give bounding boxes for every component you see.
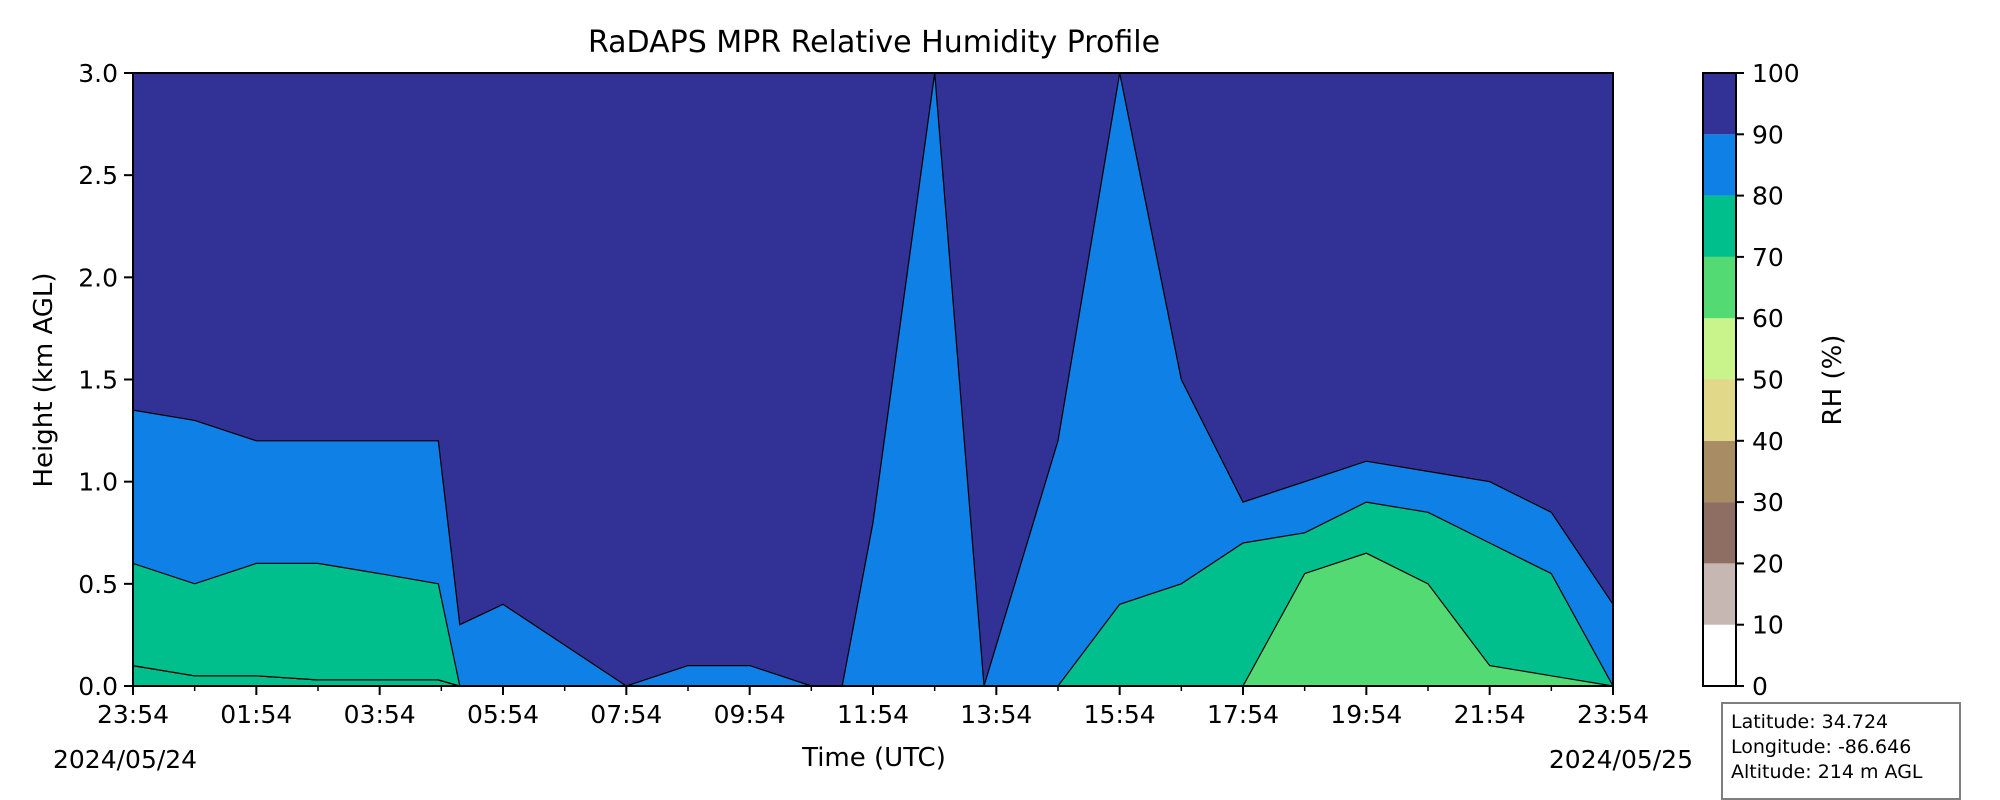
plot-area [133, 73, 1613, 686]
colorbar-swatch-50 [1703, 318, 1736, 380]
y-axis: 0.0 0.5 1.0 1.5 2.0 2.5 3.0 [78, 59, 133, 701]
x-tick-label: 03:54 [344, 700, 416, 729]
contour-band-90 [133, 73, 1613, 686]
x-tick-label: 13:54 [960, 700, 1032, 729]
x-axis: 23:54 01:54 03:54 05:54 07:54 09:54 11:54 13:54… [97, 686, 1649, 729]
colorbar-swatch-0 [1703, 624, 1736, 686]
x-axis-label: Time (UTC) [801, 743, 946, 773]
y-tick-label: 2.5 [78, 161, 118, 190]
y-axis-label: Height (km AGL) [29, 272, 59, 487]
colorbar-swatch-80 [1703, 134, 1736, 196]
chart-title: RaDAPS MPR Relative Humidity Profile [588, 25, 1160, 60]
x-tick-label: 21:54 [1454, 700, 1526, 729]
colorbar-ticks: 0 10 20 30 40 50 60 70 80 90 100 [1736, 59, 1800, 701]
x-start-date: 2024/05/24 [53, 745, 197, 774]
colorbar-tick-label: 60 [1752, 304, 1784, 333]
y-tick-label: 3.0 [78, 59, 118, 88]
colorbar-swatch-90 [1703, 73, 1736, 135]
colorbar-tick-label: 20 [1752, 549, 1784, 578]
latitude-text: Latitude: 34.724 [1731, 711, 1889, 733]
colorbar-tick-label: 100 [1752, 59, 1800, 88]
altitude-text: Altitude: 214 m AGL [1731, 761, 1923, 783]
x-tick-label: 19:54 [1330, 700, 1402, 729]
x-end-date: 2024/05/25 [1549, 745, 1693, 774]
station-info-box: Latitude: 34.724 Longitude: -86.646 Alti… [1721, 702, 1961, 800]
y-tick-label: 1.5 [78, 366, 118, 395]
x-tick-label: 01:54 [220, 700, 292, 729]
x-tick-label: 11:54 [837, 700, 909, 729]
y-tick-label: 0.0 [78, 672, 118, 701]
x-tick-label: 17:54 [1207, 700, 1279, 729]
colorbar-tick-label: 0 [1752, 672, 1768, 701]
x-tick-label: 05:54 [467, 700, 539, 729]
y-tick-label: 1.0 [78, 468, 118, 497]
colorbar-swatch-20 [1703, 502, 1736, 564]
contour-bands [133, 73, 1613, 686]
x-tick-label: 15:54 [1084, 700, 1156, 729]
colorbar-swatch-70 [1703, 195, 1736, 257]
colorbar-tick-label: 30 [1752, 488, 1784, 517]
colorbar [1703, 73, 1736, 686]
colorbar-label: RH (%) [1818, 335, 1848, 426]
x-tick-label: 23:54 [97, 700, 169, 729]
colorbar-swatch-10 [1703, 563, 1736, 625]
colorbar-swatch-40 [1703, 379, 1736, 441]
colorbar-swatch-60 [1703, 256, 1736, 319]
x-tick-label: 23:54 [1577, 700, 1649, 729]
colorbar-tick-label: 90 [1752, 120, 1784, 149]
x-tick-label: 07:54 [590, 700, 662, 729]
colorbar-tick-label: 40 [1752, 427, 1784, 456]
y-tick-label: 2.0 [78, 263, 118, 292]
colorbar-tick-label: 10 [1752, 611, 1784, 640]
y-tick-label: 0.5 [78, 570, 118, 599]
colorbar-tick-label: 70 [1752, 243, 1784, 272]
longitude-text: Longitude: -86.646 [1731, 736, 1912, 758]
colorbar-tick-label: 50 [1752, 366, 1784, 395]
colorbar-tick-label: 80 [1752, 182, 1784, 211]
colorbar-swatch-30 [1703, 440, 1736, 503]
x-tick-label: 09:54 [714, 700, 786, 729]
